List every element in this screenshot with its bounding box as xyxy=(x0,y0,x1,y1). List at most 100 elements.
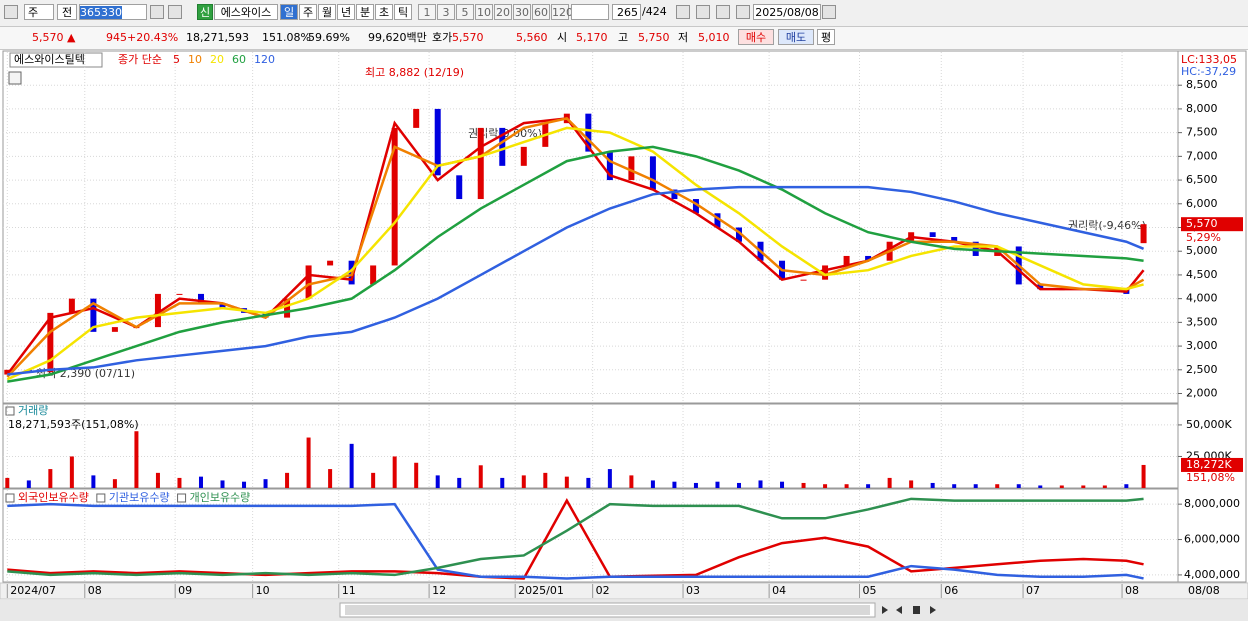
volume-bar xyxy=(435,475,440,488)
volume-bar xyxy=(478,465,483,488)
period-button[interactable]: 주 xyxy=(299,4,317,20)
volume-bar xyxy=(607,469,612,488)
candle xyxy=(4,369,11,375)
avg-button[interactable]: 평 xyxy=(817,29,835,45)
volume-bar xyxy=(220,480,225,488)
interval-button[interactable]: 5 xyxy=(456,4,474,20)
interval-button[interactable]: 20 xyxy=(494,4,512,20)
count-input[interactable]: 265 xyxy=(612,4,641,20)
panel-icon[interactable] xyxy=(8,71,22,85)
period-button[interactable]: 일 xyxy=(280,4,298,20)
play[interactable] xyxy=(882,606,888,614)
legend-entry: 120 xyxy=(254,53,275,66)
menu-icon[interactable] xyxy=(4,5,18,19)
period-button[interactable]: 초 xyxy=(375,4,393,20)
rewind[interactable] xyxy=(896,606,902,614)
y-tick-label: 7,500 xyxy=(1186,126,1218,139)
candle xyxy=(68,298,75,313)
volume-bar xyxy=(134,431,139,488)
y-tick-label: 8,000,000 xyxy=(1184,497,1240,510)
legend-entry: 60 xyxy=(232,53,246,66)
tool-icon[interactable] xyxy=(676,5,690,19)
legend-box xyxy=(9,52,103,68)
volume-bar xyxy=(112,479,117,488)
sound-icon[interactable] xyxy=(168,5,182,19)
volume-bar xyxy=(91,475,96,488)
line-series xyxy=(7,497,1144,577)
sell-button[interactable]: 매도 xyxy=(778,29,814,45)
volume-bar xyxy=(693,482,698,488)
candle xyxy=(1037,284,1044,290)
hc-label: HC:-37,29 xyxy=(1181,65,1236,78)
volume-bar xyxy=(155,472,160,488)
stop[interactable] xyxy=(913,606,920,614)
volume-bar xyxy=(758,480,763,488)
volume-bar xyxy=(457,477,462,488)
tool-icon[interactable] xyxy=(696,5,710,19)
search-icon[interactable] xyxy=(150,5,164,19)
volume: 18,271,593 xyxy=(186,31,249,44)
x-tick-label: 12 xyxy=(432,584,446,597)
volume-bar xyxy=(392,456,397,488)
candle xyxy=(197,293,204,304)
interval-button[interactable]: 30 xyxy=(513,4,531,20)
interval-button[interactable]: 120 xyxy=(551,4,573,20)
tool-icon[interactable] xyxy=(716,5,730,19)
interval-button[interactable]: 3 xyxy=(437,4,455,20)
volume-rate: 151.08% xyxy=(262,31,311,44)
period-button[interactable]: 년 xyxy=(337,4,355,20)
volume-bar xyxy=(1124,484,1129,488)
y-tick-label: 6,000 xyxy=(1186,197,1218,210)
candle xyxy=(714,213,721,228)
y-tick-label: 3,500 xyxy=(1186,315,1218,328)
volume-bar xyxy=(5,477,10,488)
x-tick-label: 09 xyxy=(178,584,192,597)
y-tick-label: 4,500 xyxy=(1186,268,1218,281)
volume-bar xyxy=(1102,485,1107,488)
volume-bar xyxy=(1038,485,1043,488)
forward[interactable] xyxy=(930,606,936,614)
candle xyxy=(176,293,183,295)
panel-icon[interactable] xyxy=(5,406,15,416)
interval-button[interactable]: 1 xyxy=(418,4,436,20)
scroll-thumb[interactable] xyxy=(345,605,870,615)
scope-button[interactable]: 전 xyxy=(57,4,77,20)
code-input[interactable]: 365330 xyxy=(79,4,147,20)
period-button[interactable]: 분 xyxy=(356,4,374,20)
candle xyxy=(284,298,291,318)
candle xyxy=(1140,224,1147,244)
interval-button[interactable]: 60 xyxy=(532,4,550,20)
volume-bar xyxy=(263,479,268,488)
high: 5,750 xyxy=(638,31,670,44)
price-panel xyxy=(2,50,1179,404)
candle xyxy=(800,279,807,281)
candle xyxy=(671,189,678,200)
low: 5,010 xyxy=(698,31,730,44)
legend-swatch xyxy=(5,493,15,503)
date-input[interactable]: 2025/08/08 xyxy=(753,4,821,20)
volume-panel xyxy=(2,403,1179,489)
volume-bar xyxy=(564,476,569,488)
open: 5,170 xyxy=(576,31,608,44)
scroll-buttons[interactable] xyxy=(882,606,936,614)
interval-select[interactable] xyxy=(571,4,609,20)
candle xyxy=(499,127,506,166)
period-button[interactable]: 월 xyxy=(318,4,336,20)
candle xyxy=(628,156,635,181)
calendar-icon[interactable] xyxy=(822,5,836,19)
buy-button[interactable]: 매수 xyxy=(738,29,774,45)
legend-entry: 외국인보유수량 xyxy=(18,491,89,504)
settings-icon[interactable] xyxy=(736,5,750,19)
price-tag-label: 5,570 xyxy=(1186,217,1218,230)
y-tick-label: 7,000 xyxy=(1186,149,1218,162)
candle xyxy=(90,298,97,332)
interval-button[interactable]: 10 xyxy=(475,4,493,20)
market-select[interactable]: 주 xyxy=(24,4,54,20)
stock-name: 에스와이스틸텍 xyxy=(14,53,85,66)
x-tick-label: 07 xyxy=(1026,584,1040,597)
volume-bar xyxy=(909,480,914,488)
period-button[interactable]: 틱 xyxy=(394,4,412,20)
bid-label: 호가 xyxy=(432,31,453,44)
